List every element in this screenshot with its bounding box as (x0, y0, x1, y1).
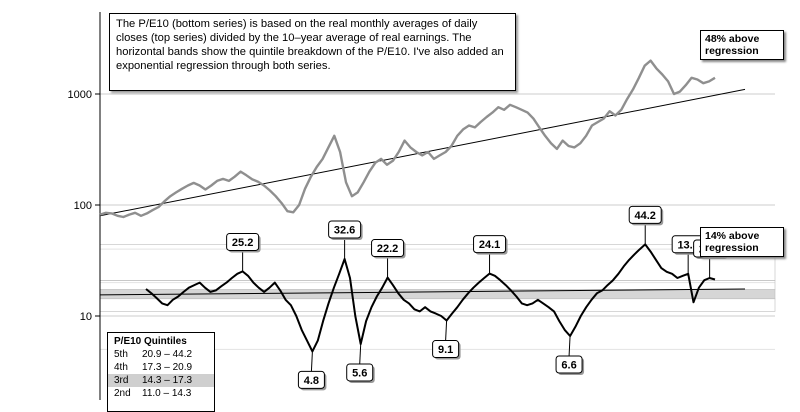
value-callout: 44.2 (628, 205, 664, 245)
value-callout: 5.6 (346, 343, 375, 383)
quintile-label: 4th (114, 362, 128, 373)
callout-box (226, 232, 260, 251)
callout-value: 9.1 (438, 344, 453, 356)
value-callout: 24.1 (473, 235, 508, 274)
note-text: The P/E10 (bottom series) is based on th… (116, 18, 504, 72)
y-tick-label: 100 (74, 200, 92, 212)
callout-value: 4.8 (304, 375, 319, 387)
y-tick-labels: 10 100 1000 (68, 89, 100, 323)
pe10-regression-callout: 14% above regression (700, 227, 784, 257)
regression-lines (99, 88, 746, 296)
callout-value: 44.2 (635, 210, 656, 222)
quintile-label: 3rd (114, 375, 129, 386)
quintile-legend: P/E10 Quintiles 5th 20.9 – 44.2 4th 17.3 –… (107, 332, 215, 412)
explanation-note: The P/E10 (bottom series) is based on th… (109, 13, 516, 91)
quintile-range: 11.0 – 14.3 (142, 388, 192, 399)
value-callout: 25.2 (226, 232, 261, 272)
value-callout: 22.2 (371, 239, 406, 278)
callout-box (297, 370, 325, 389)
callout-box (473, 235, 507, 254)
callout-pointer (359, 343, 362, 364)
series-lines (99, 59, 716, 353)
quintile-row: 3rd 14.3 – 17.3 (108, 374, 214, 387)
price-regression-callout-text: 48% above regression (705, 33, 760, 57)
quintile-range: 20.9 – 44.2 (142, 349, 193, 360)
pe10-series-line (145, 243, 716, 353)
callout-box (555, 355, 583, 374)
callout-pointer (310, 351, 313, 372)
price-regression-callout: 48% above regression (700, 30, 784, 60)
quintile-row: 2nd 11.0 – 14.3 (108, 387, 214, 400)
quintile-row: 5th 20.9 – 44.2 (108, 348, 214, 361)
callout-box (432, 340, 460, 359)
pe10-regression-callout-text: 14% above regression (705, 230, 760, 254)
value-callout: 4.8 (297, 351, 327, 391)
price-regression-line (99, 88, 746, 217)
callout-value: 22.2 (377, 243, 398, 255)
y-tick-label: 1000 (68, 89, 92, 101)
callout-value: 25.2 (232, 237, 253, 249)
price-series-line (99, 59, 716, 219)
callout-pointer (445, 320, 448, 341)
quintile-label: 2nd (114, 388, 131, 399)
callout-value: 24.1 (479, 239, 500, 251)
callout-box (371, 239, 405, 258)
callout-pointer (568, 336, 571, 357)
quintile-row: 4th 17.3 – 20.9 (108, 361, 214, 374)
callout-box (346, 363, 374, 382)
callout-box (628, 205, 662, 224)
value-callout: 9.1 (432, 320, 461, 360)
value-callout: 6.6 (555, 336, 585, 376)
callout-value: 6.6 (561, 360, 576, 372)
callout-value: 32.6 (334, 225, 355, 237)
value-callout: 32.6 (328, 220, 363, 260)
callout-box (328, 220, 362, 239)
quintile-legend-title: P/E10 Quintiles (114, 336, 187, 347)
quintile-range: 17.3 – 20.9 (142, 362, 193, 373)
y-tick-label: 10 (80, 311, 92, 323)
quintile-range: 14.3 – 17.3 (142, 375, 193, 386)
quintile-label: 5th (114, 349, 128, 360)
callout-value: 5.6 (352, 367, 367, 379)
pe10-regression-line (99, 288, 746, 296)
